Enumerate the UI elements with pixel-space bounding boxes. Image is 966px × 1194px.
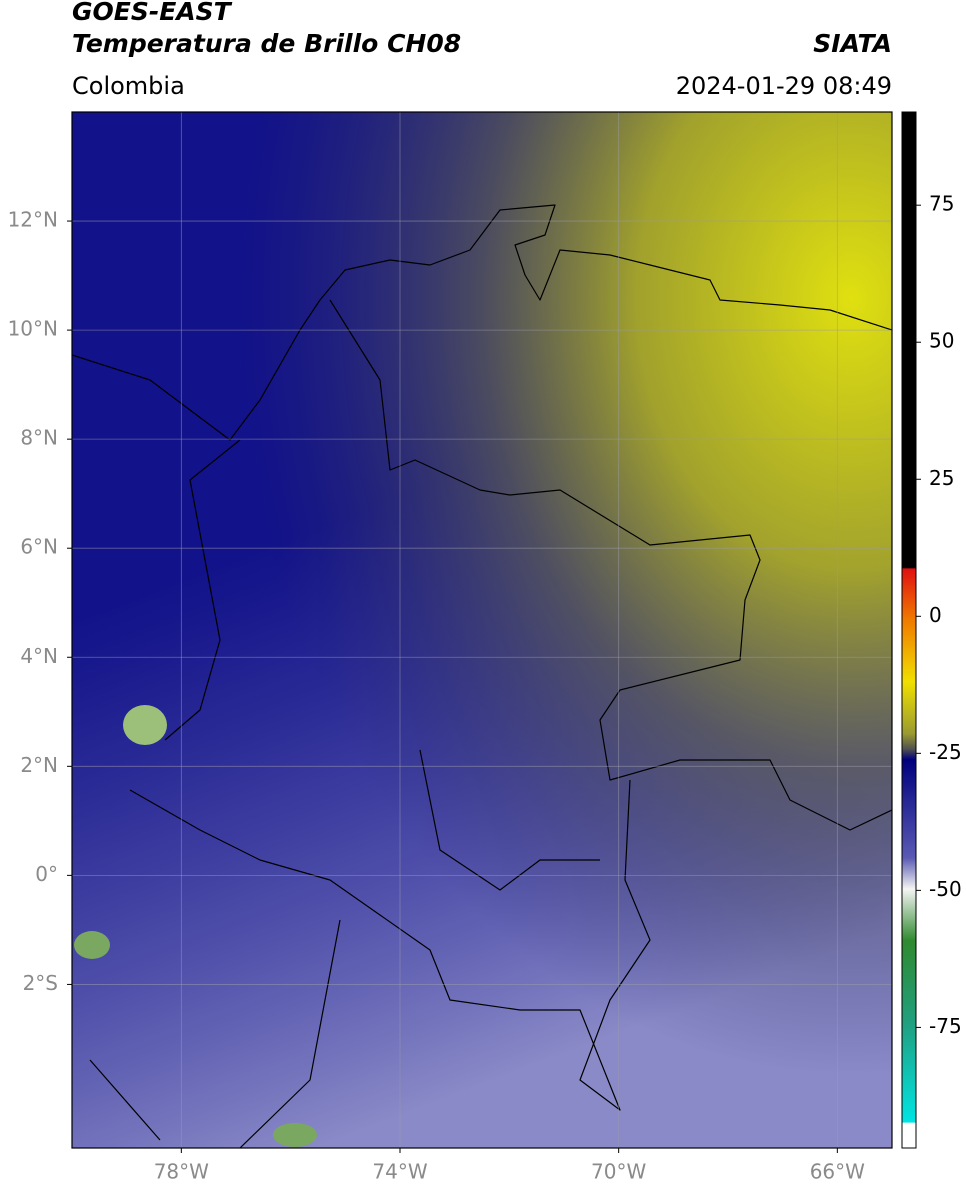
- title: GOES-EAST: [72, 0, 233, 26]
- colorbar-tick-label: 0: [929, 603, 942, 627]
- datetime: 2024-01-29 08:49: [676, 72, 892, 100]
- graticule: [72, 112, 892, 1148]
- lat-tick-label: 2°N: [20, 753, 58, 777]
- lon-tick-label: 74°W: [372, 1160, 427, 1184]
- lat-tick-label: 6°N: [20, 535, 58, 559]
- lat-tick-label: 2°S: [23, 971, 58, 995]
- satellite-image: [72, 112, 892, 1148]
- colorbar-tick-label: 75: [929, 192, 954, 216]
- lat-tick-label: 4°N: [20, 644, 58, 668]
- region: Colombia: [72, 72, 185, 100]
- colorbar-tick-label: 50: [929, 329, 954, 353]
- colorbar-tick-label: -50: [929, 877, 962, 901]
- lat-tick-label: 10°N: [8, 317, 58, 341]
- colorbar: [901, 111, 917, 1149]
- lat-tick-label: 12°N: [8, 208, 58, 232]
- map-frame: [71, 111, 893, 1149]
- lon-tick-label: 78°W: [154, 1160, 209, 1184]
- lon-tick-label: 66°W: [810, 1160, 865, 1184]
- lon-tick-label: 70°W: [591, 1160, 646, 1184]
- colorbar-tick-label: 25: [929, 466, 954, 490]
- source: SIATA: [813, 29, 892, 58]
- lat-tick-label: 8°N: [20, 426, 58, 450]
- colorbar-tick-label: -25: [929, 740, 962, 764]
- subtitle: Temperatura de Brillo CH08: [72, 29, 461, 58]
- colorbar-tick-label: -75: [929, 1014, 962, 1038]
- lat-tick-label: 0°: [35, 862, 58, 886]
